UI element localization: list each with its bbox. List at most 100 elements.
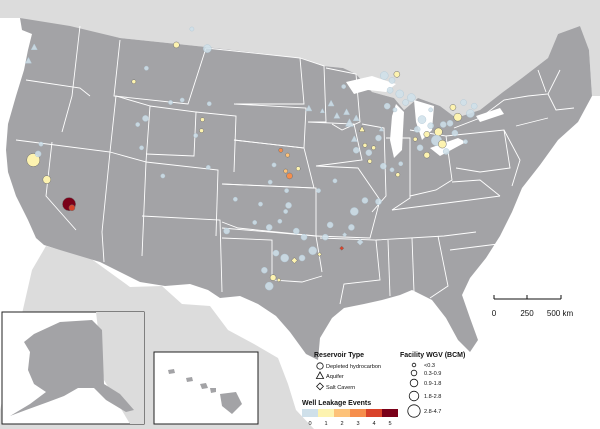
alaska-inset: [1, 311, 145, 425]
hydrocarbon-facility-marker: [375, 134, 382, 142]
hydrocarbon-facility-marker: [442, 148, 450, 155]
hydrocarbon-facility-marker: [308, 246, 317, 255]
hydrocarbon-facility-marker: [470, 102, 478, 110]
leak-label-3: 3: [356, 421, 359, 427]
hydrocarbon-facility-marker: [416, 144, 424, 152]
hydrocarbon-facility-marker: [34, 150, 42, 158]
hydrocarbon-facility-marker: [316, 188, 321, 194]
hydrocarbon-facility-marker: [193, 133, 199, 138]
hydrocarbon-facility-marker: [393, 71, 401, 78]
hydrocarbon-facility-marker: [269, 274, 277, 281]
hydrocarbon-facility-marker: [460, 99, 467, 106]
hydrocarbon-facility-marker: [326, 221, 334, 229]
hydrocarbon-facility-marker: [206, 101, 212, 107]
hawaii-islands: [168, 369, 242, 414]
leakage-legend-title: Well Leakage Events: [302, 400, 371, 407]
wgv-size-5-icon: [407, 404, 421, 418]
leak-label-5: 5: [388, 421, 391, 427]
aquifer-facility-marker: [350, 135, 358, 142]
hydrocarbon-facility-marker: [449, 104, 457, 111]
salt-cavern-facility-marker: [356, 238, 364, 246]
hydrocarbon-facility-marker: [407, 93, 416, 102]
scale-label-250: 250: [520, 309, 534, 318]
hydrocarbon-facility-marker: [453, 112, 463, 122]
circle-icon: [316, 362, 324, 370]
hydrocarbon-facility-marker: [293, 227, 300, 235]
leak-swatch-5: [382, 409, 398, 417]
hydrocarbon-facility-marker: [322, 233, 329, 241]
hydrocarbon-facility-marker: [352, 146, 360, 154]
hydrocarbon-facility-marker: [205, 165, 211, 170]
hydrocarbon-facility-marker: [278, 147, 284, 153]
canada-land: [0, 0, 600, 118]
hydrocarbon-facility-marker: [463, 139, 468, 145]
scale-label-0: 0: [492, 309, 497, 318]
hydrocarbon-facility-marker: [380, 71, 389, 80]
leak-swatch-0: [302, 409, 318, 417]
hydrocarbon-facility-marker: [271, 162, 277, 168]
hydrocarbon-facility-marker: [383, 102, 391, 110]
hydrocarbon-facility-marker: [446, 120, 454, 127]
aquifer-facility-marker: [319, 108, 325, 113]
hydrocarbon-facility-marker: [438, 139, 447, 149]
hydrocarbon-facility-marker: [440, 121, 447, 128]
legend-salt-cavern: Salt Cavern: [326, 385, 355, 391]
hydrocarbon-facility-marker: [142, 115, 149, 122]
salt-cavern-facility-marker: [342, 232, 348, 238]
facility-wgv-legend: Facility WGV (BCM) <0.3 0.3-0.9 0.9-1.8 …: [400, 352, 465, 418]
leak-swatch-4: [366, 409, 382, 417]
hydrocarbon-facility-marker: [233, 196, 238, 202]
wgv-size-4-icon: [408, 390, 420, 402]
hydrocarbon-facility-marker: [139, 145, 144, 151]
hydrocarbon-facility-marker: [362, 142, 368, 148]
diamond-icon: [316, 382, 324, 391]
hydrocarbon-facility-marker: [367, 158, 373, 164]
hydrocarbon-facility-marker: [258, 201, 263, 207]
wgv-size-1-icon: [411, 362, 417, 368]
leak-swatch-1: [318, 409, 334, 417]
lake-superior: [346, 76, 396, 94]
aquifer-facility-marker: [343, 108, 350, 115]
hydrocarbon-facility-marker: [264, 281, 274, 291]
lake-michigan: [390, 104, 404, 158]
hydrocarbon-facility-marker: [417, 115, 427, 124]
salt-cavern-facility-marker: [339, 245, 345, 251]
hydrocarbon-facility-marker: [131, 79, 137, 85]
hydrocarbon-facility-marker: [284, 188, 289, 194]
salt-cavern-facility-marker: [276, 277, 282, 283]
hydrocarbon-facility-marker: [203, 44, 212, 53]
aquifer-facility-marker: [327, 99, 335, 107]
hydrocarbon-facility-marker: [168, 100, 173, 105]
hydrocarbon-facility-marker: [395, 172, 401, 178]
lake-erie: [430, 138, 466, 156]
hydrocarbon-facility-marker: [371, 145, 376, 151]
leak-label-1: 1: [324, 421, 327, 427]
hydrocarbon-facility-marker: [412, 136, 418, 142]
hydrocarbon-facility-marker: [398, 161, 404, 167]
state-borders: [15, 25, 575, 305]
hydrocarbon-facility-marker: [392, 107, 398, 113]
leak-swatch-2: [334, 409, 350, 417]
hydrocarbon-facility-marker: [38, 141, 44, 147]
hydrocarbon-facility-marker: [348, 224, 355, 231]
hydrocarbon-facility-marker: [173, 41, 180, 49]
well-leakage-legend: Well Leakage Events 0 1 2 3 4 5: [302, 400, 398, 427]
hawaii-inset: [153, 351, 259, 425]
hydrocarbon-facility-marker: [285, 152, 290, 158]
hydrocarbon-facility-marker: [144, 65, 149, 71]
reservoir-legend-title: Reservoir Type: [314, 352, 364, 359]
hydrocarbon-facility-marker: [350, 207, 359, 216]
wgv-size-3-icon: [409, 378, 419, 388]
hydrocarbon-facility-marker: [365, 149, 373, 156]
reservoir-type-legend: Reservoir Type Depleted hydrocarbon Aqui…: [314, 352, 381, 391]
hydrocarbon-facility-marker: [189, 26, 195, 32]
hydrocarbon-facility-marker: [427, 122, 434, 130]
hydrocarbon-facility-marker: [466, 109, 475, 118]
wgv-label-5: 2.8-4.7: [424, 409, 441, 415]
hydrocarbon-facility-marker: [200, 117, 205, 122]
hydrocarbon-facility-marker: [402, 99, 409, 106]
aquifer-facility-marker: [333, 112, 341, 119]
hydrocarbon-facility-marker: [286, 172, 293, 180]
hydrocarbon-facility-marker: [423, 151, 431, 159]
hydrocarbon-facility-marker: [261, 266, 268, 274]
